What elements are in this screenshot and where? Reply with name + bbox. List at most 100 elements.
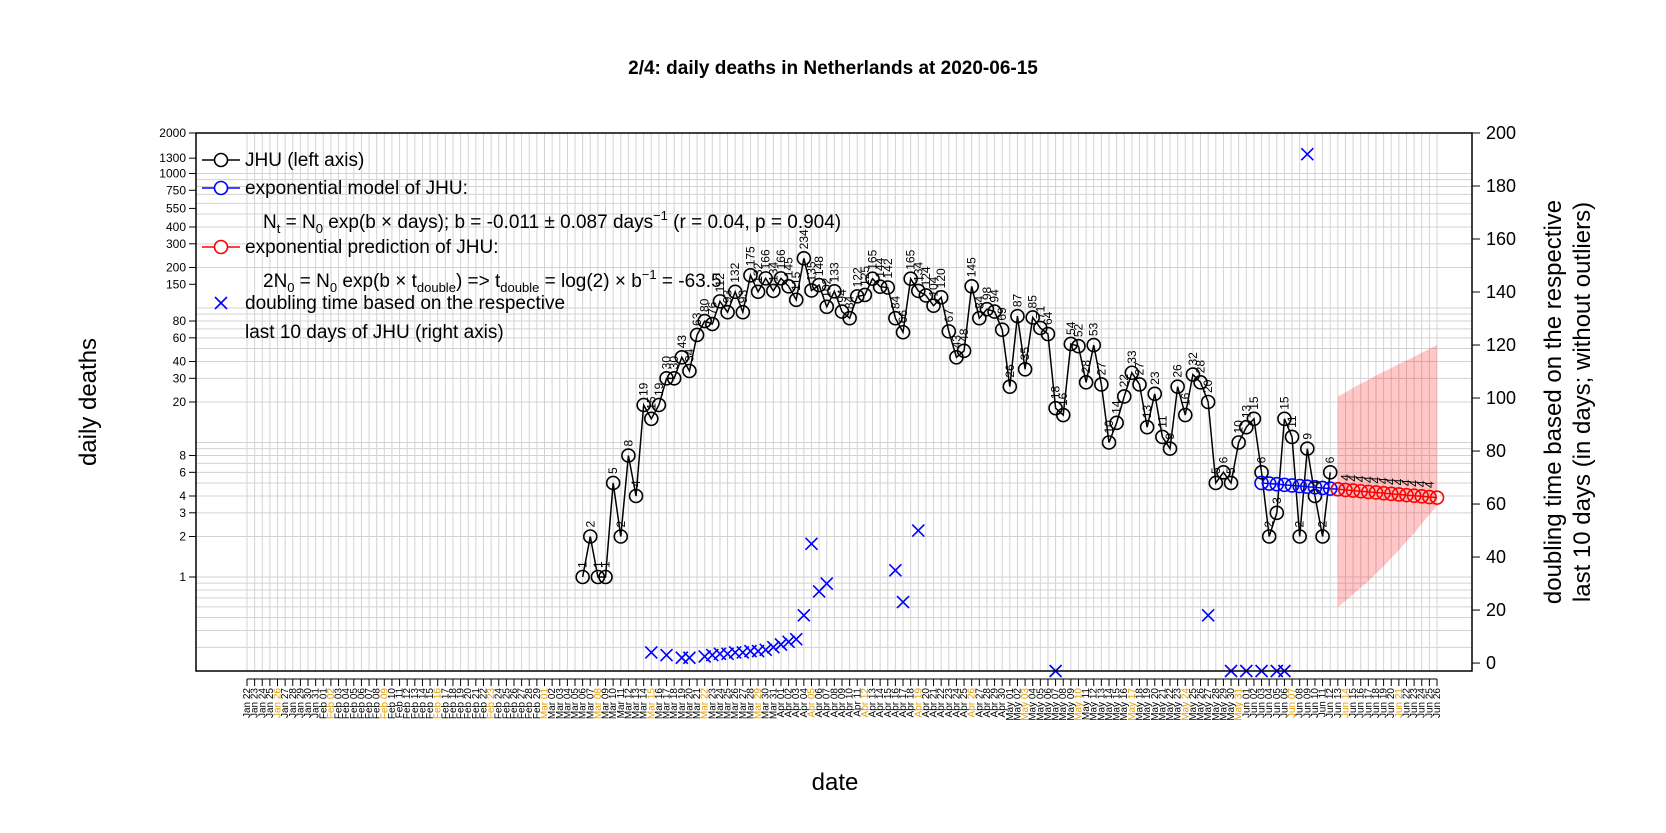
prediction-point: [1330, 481, 1346, 497]
left-axis-tick-label: 2000: [159, 126, 186, 140]
series-layer: [575, 147, 1445, 678]
jhu-data-label: 122: [850, 267, 864, 287]
jhu-data-label: 63: [690, 312, 704, 326]
jhu-point: [819, 299, 835, 315]
grid: [196, 132, 1472, 672]
left-axis: 1 2 3 4 6 8 20 30 40 60 80 150 200 300 400 550 750 100013…: [159, 126, 196, 584]
jhu-data-label: 166: [774, 249, 788, 269]
x-axis-tick-label: Mar 30: [761, 688, 772, 720]
jhu-data-label: 166: [759, 249, 773, 269]
x-axis-tick-label: Feb 20: [463, 688, 474, 720]
jhu-data-label: 34: [682, 348, 696, 362]
jhu-point: [766, 283, 781, 299]
x-axis-tick-label: Apr 13: [868, 688, 879, 718]
x-axis-tick-label: May 15: [1112, 688, 1123, 721]
x-axis-tick-label: Feb 26: [509, 688, 520, 720]
x-axis-tick-label: Jan 29: [295, 688, 306, 718]
x-axis-tick-label: Jun 01: [1241, 688, 1252, 718]
doubling-time-point: [774, 637, 788, 652]
jhu-data-label: 1: [591, 561, 605, 568]
x-axis-tick-label: May 26: [1196, 688, 1207, 721]
prediction-data-label: 4: [1415, 480, 1429, 487]
jhu-data-label: 19: [652, 382, 666, 396]
jhu-point: [773, 271, 789, 286]
jhu-point: [956, 343, 972, 359]
x-axis-tick-label: Feb 04: [341, 688, 352, 720]
jhu-data-label: 134: [766, 262, 780, 282]
jhu-point: [598, 569, 613, 585]
jhu-data-label: 2: [614, 521, 628, 528]
jhu-point: [827, 284, 842, 299]
right-axis-tick-label: 40: [1486, 547, 1506, 567]
x-axis-tick-label: Feb 19: [456, 688, 467, 720]
x-axis-tick-label: Feb 09: [379, 688, 390, 720]
x-axis-tick-label: Feb 24: [494, 688, 505, 720]
jhu-data-label: 125: [858, 266, 872, 286]
jhu-point: [895, 324, 911, 340]
doubling-time-point: [644, 645, 658, 660]
x-axis-tick-label: Mar 17: [662, 688, 673, 720]
jhu-point: [1238, 419, 1254, 435]
doubling-time-point: [797, 608, 811, 622]
jhu-data-label: 16: [1056, 392, 1070, 406]
x-axis-tick-label: Apr 18: [906, 688, 917, 718]
x-axis-tick-label: Apr 01: [776, 688, 787, 718]
jhu-data-label: 35: [1018, 347, 1032, 361]
jhu-point: [659, 371, 674, 386]
x-axis-tick-label: Apr 05: [806, 688, 817, 718]
x-axis-tick-label: Jun 13: [1333, 688, 1344, 718]
legend-symbol-model-circle: [213, 180, 229, 196]
model-point: [1277, 477, 1292, 493]
x-axis-tick-label: May 17: [1127, 688, 1138, 721]
jhu-point: [1223, 475, 1239, 491]
jhu-point: [1277, 411, 1292, 427]
jhu-data-label: 5: [1224, 467, 1238, 474]
model-line: [1261, 482, 1338, 491]
jhu-data-label: 9: [1163, 433, 1177, 440]
doubling-time-point: [888, 563, 902, 577]
x-axis-tick-label: May 01: [1005, 688, 1016, 721]
jhu-data-label: 5: [606, 467, 620, 474]
x-axis-tick-label: Apr 17: [898, 688, 909, 718]
jhu-point: [857, 287, 873, 303]
jhu-data-label: 134: [911, 262, 925, 282]
jhu-data-label: 2: [1262, 521, 1276, 528]
x-axis-tick-label: Jun 15: [1348, 688, 1359, 718]
x-axis-tick-label: May 06: [1043, 688, 1054, 721]
jhu-point: [796, 251, 812, 266]
jhu-data-label: 133: [827, 262, 841, 282]
jhu-data-label: 234: [797, 229, 811, 249]
x-axis-tick-label: Jan 23: [250, 688, 261, 718]
x-axis-tick-label: Jun 19: [1379, 688, 1390, 718]
jhu-point: [781, 278, 796, 294]
x-axis-tick-label: Feb 29: [532, 688, 543, 720]
x-axis-tick-label: May 29: [1218, 688, 1229, 721]
x-axis-tick-label: May 10: [1073, 688, 1084, 721]
jhu-point: [1284, 429, 1300, 445]
x-axis-tick-label: Mar 02: [547, 688, 558, 720]
jhu-point: [1010, 308, 1025, 324]
x-axis-tick-label: Apr 25: [959, 688, 970, 718]
x-axis-tick-label: Apr 28: [982, 688, 993, 718]
left-axis-tick-label: 400: [166, 220, 186, 234]
x-axis-tick-label: Jan 30: [303, 688, 314, 718]
x-axis-tick-label: Apr 16: [890, 688, 901, 718]
doubling-time-point: [1201, 608, 1215, 622]
x-axis-tick-label: Jun 10: [1310, 688, 1321, 718]
jhu-data-label: 20: [1201, 379, 1215, 393]
jhu-point: [1139, 419, 1155, 435]
right-axis-tick-label: 200: [1486, 123, 1516, 143]
jhu-point: [712, 294, 728, 309]
jhu-data-label: 148: [812, 256, 826, 276]
x-axis-tick-label: May 12: [1089, 688, 1100, 721]
jhu-point: [1261, 529, 1277, 544]
x-axis-tick-label: Jun 17: [1363, 688, 1374, 718]
x-axis-tick-label: Mar 15: [646, 688, 657, 720]
jhu-point: [811, 277, 827, 293]
jhu-data-label: 13: [1140, 404, 1154, 418]
jhu-point: [1315, 529, 1330, 544]
x-axis-tick-label: May 05: [1035, 688, 1046, 721]
prediction-data-label: 4: [1384, 478, 1398, 485]
prediction-point: [1414, 489, 1430, 504]
